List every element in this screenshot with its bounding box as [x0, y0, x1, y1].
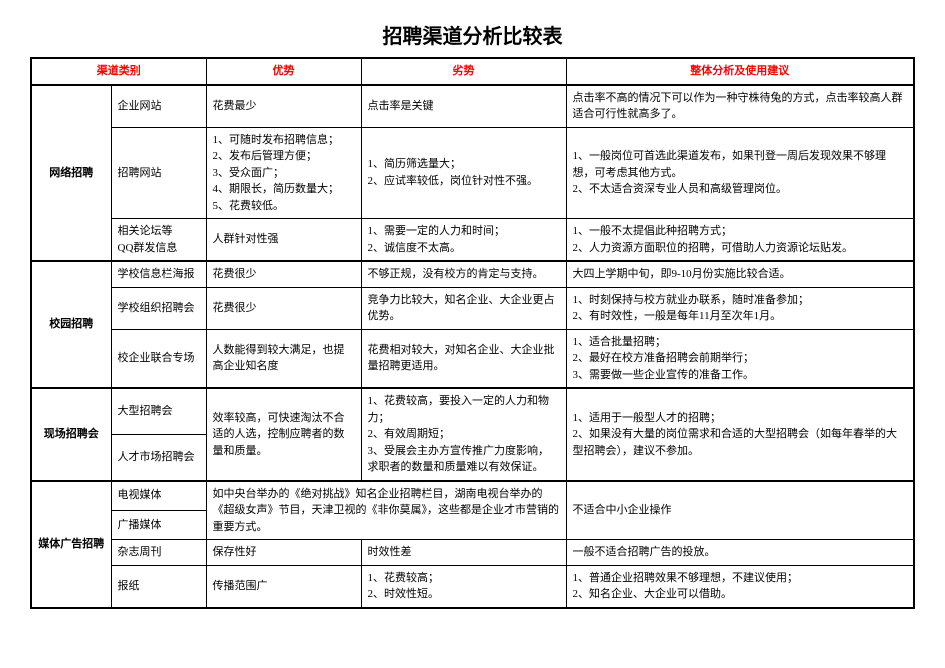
table-row: 学校组织招聘会 花费很少 竞争力比较大，知名企业、大企业更占优势。 1、时刻保持… [31, 287, 914, 329]
table-row: 相关论坛等 QQ群发信息 人群针对性强 1、需要一定的人力和时间； 2、诚信度不… [31, 219, 914, 262]
dis-cell: 花费相对较大，对知名企业、大企业批量招聘更适用。 [361, 329, 566, 388]
dis-cell: 1、简历筛选量大； 2、应试率较低，岗位针对性不强。 [361, 127, 566, 219]
header-suggestion: 整体分析及使用建议 [566, 58, 914, 85]
header-advantage: 优势 [206, 58, 361, 85]
sug-cell: 1、适用于一般型人才的招聘； 2、如果没有大量的岗位需求和合适的大型招聘会（如每… [566, 388, 914, 481]
table-row: 网络招聘 企业网站 花费最少 点击率是关键 点击率不高的情况下可以作为一种守株待… [31, 85, 914, 128]
channel-cell: 学校信息栏海报 [111, 261, 206, 287]
dis-cell: 1、需要一定的人力和时间； 2、诚信度不太高。 [361, 219, 566, 262]
dis-cell: 竞争力比较大，知名企业、大企业更占优势。 [361, 287, 566, 329]
comparison-table: 渠道类别 优势 劣势 整体分析及使用建议 网络招聘 企业网站 花费最少 点击率是… [30, 57, 915, 609]
category-cell: 校园招聘 [31, 261, 111, 388]
channel-cell: 招聘网站 [111, 127, 206, 219]
adv-cell: 花费很少 [206, 261, 361, 287]
sug-cell: 1、适合批量招聘； 2、最好在校方准备招聘会前期举行； 3、需要做一些企业宣传的… [566, 329, 914, 388]
channel-cell: 企业网站 [111, 85, 206, 128]
channel-cell: 相关论坛等 QQ群发信息 [111, 219, 206, 262]
adv-cell: 人数能得到较大满足，也提高企业知名度 [206, 329, 361, 388]
channel-cell: 大型招聘会 [111, 388, 206, 434]
channel-cell: 学校组织招聘会 [111, 287, 206, 329]
table-row: 校企业联合专场 人数能得到较大满足，也提高企业知名度 花费相对较大，对知名企业、… [31, 329, 914, 388]
dis-cell: 点击率是关键 [361, 85, 566, 128]
sug-cell: 1、普通企业招聘效果不够理想，不建议使用； 2、知名企业、大企业可以借助。 [566, 565, 914, 608]
channel-cell: 广播媒体 [111, 510, 206, 539]
header-row: 渠道类别 优势 劣势 整体分析及使用建议 [31, 58, 914, 85]
sug-cell: 1、时刻保持与校方就业办联系，随时准备参加； 2、有时效性，一般是每年11月至次… [566, 287, 914, 329]
dis-cell: 1、花费较高，要投入一定的人力和物力； 2、有效周期短； 3、受展会主办方宣传推… [361, 388, 566, 481]
sug-cell: 一般不适合招聘广告的投放。 [566, 540, 914, 566]
table-row: 招聘网站 1、可随时发布招聘信息； 2、发布后管理方便； 3、受众面广； 4、期… [31, 127, 914, 219]
adv-cell: 人群针对性强 [206, 219, 361, 262]
sug-cell: 点击率不高的情况下可以作为一种守株待兔的方式，点击率较高人群适合可行性就高多了。 [566, 85, 914, 128]
adv-cell: 花费很少 [206, 287, 361, 329]
sug-cell: 1、一般不太提倡此种招聘方式； 2、人力资源方面职位的招聘，可借助人力资源论坛贴… [566, 219, 914, 262]
header-disadvantage: 劣势 [361, 58, 566, 85]
table-row: 校园招聘 学校信息栏海报 花费很少 不够正规，没有校方的肯定与支持。 大四上学期… [31, 261, 914, 287]
table-row: 媒体广告招聘 电视媒体 如中央台举办的《绝对挑战》知名企业招聘栏目，湖南电视台举… [31, 481, 914, 511]
sug-cell: 大四上学期中旬，即9-10月份实施比较合适。 [566, 261, 914, 287]
table-row: 报纸 传播范围广 1、花费较高； 2、时效性短。 1、普通企业招聘效果不够理想，… [31, 565, 914, 608]
dis-cell: 1、花费较高； 2、时效性短。 [361, 565, 566, 608]
channel-cell: 电视媒体 [111, 481, 206, 511]
adv-cell: 保存性好 [206, 540, 361, 566]
table-row: 杂志周刊 保存性好 时效性差 一般不适合招聘广告的投放。 [31, 540, 914, 566]
category-cell: 媒体广告招聘 [31, 481, 111, 608]
dis-cell: 时效性差 [361, 540, 566, 566]
table-row: 现场招聘会 大型招聘会 效率较高，可快速淘汰不合适的人选，控制应聘者的数量和质量… [31, 388, 914, 434]
channel-cell: 杂志周刊 [111, 540, 206, 566]
adv-cell: 效率较高，可快速淘汰不合适的人选，控制应聘者的数量和质量。 [206, 388, 361, 481]
channel-cell: 报纸 [111, 565, 206, 608]
category-cell: 现场招聘会 [31, 388, 111, 481]
channel-cell: 人才市场招聘会 [111, 434, 206, 480]
dis-cell: 不够正规，没有校方的肯定与支持。 [361, 261, 566, 287]
header-category: 渠道类别 [31, 58, 206, 85]
adv-cell: 1、可随时发布招聘信息； 2、发布后管理方便； 3、受众面广； 4、期限长，简历… [206, 127, 361, 219]
adv-cell: 传播范围广 [206, 565, 361, 608]
sug-cell: 1、一般岗位可首选此渠道发布，如果刊登一周后发现效果不够理想，可考虑其他方式。 … [566, 127, 914, 219]
page-title: 招聘渠道分析比较表 [30, 20, 915, 49]
adv-cell: 如中央台举办的《绝对挑战》知名企业招聘栏目，湖南电视台举办的《超级女声》节目，天… [206, 481, 566, 540]
channel-cell: 校企业联合专场 [111, 329, 206, 388]
sug-cell: 不适合中小企业操作 [566, 481, 914, 540]
adv-cell: 花费最少 [206, 85, 361, 128]
category-cell: 网络招聘 [31, 85, 111, 262]
